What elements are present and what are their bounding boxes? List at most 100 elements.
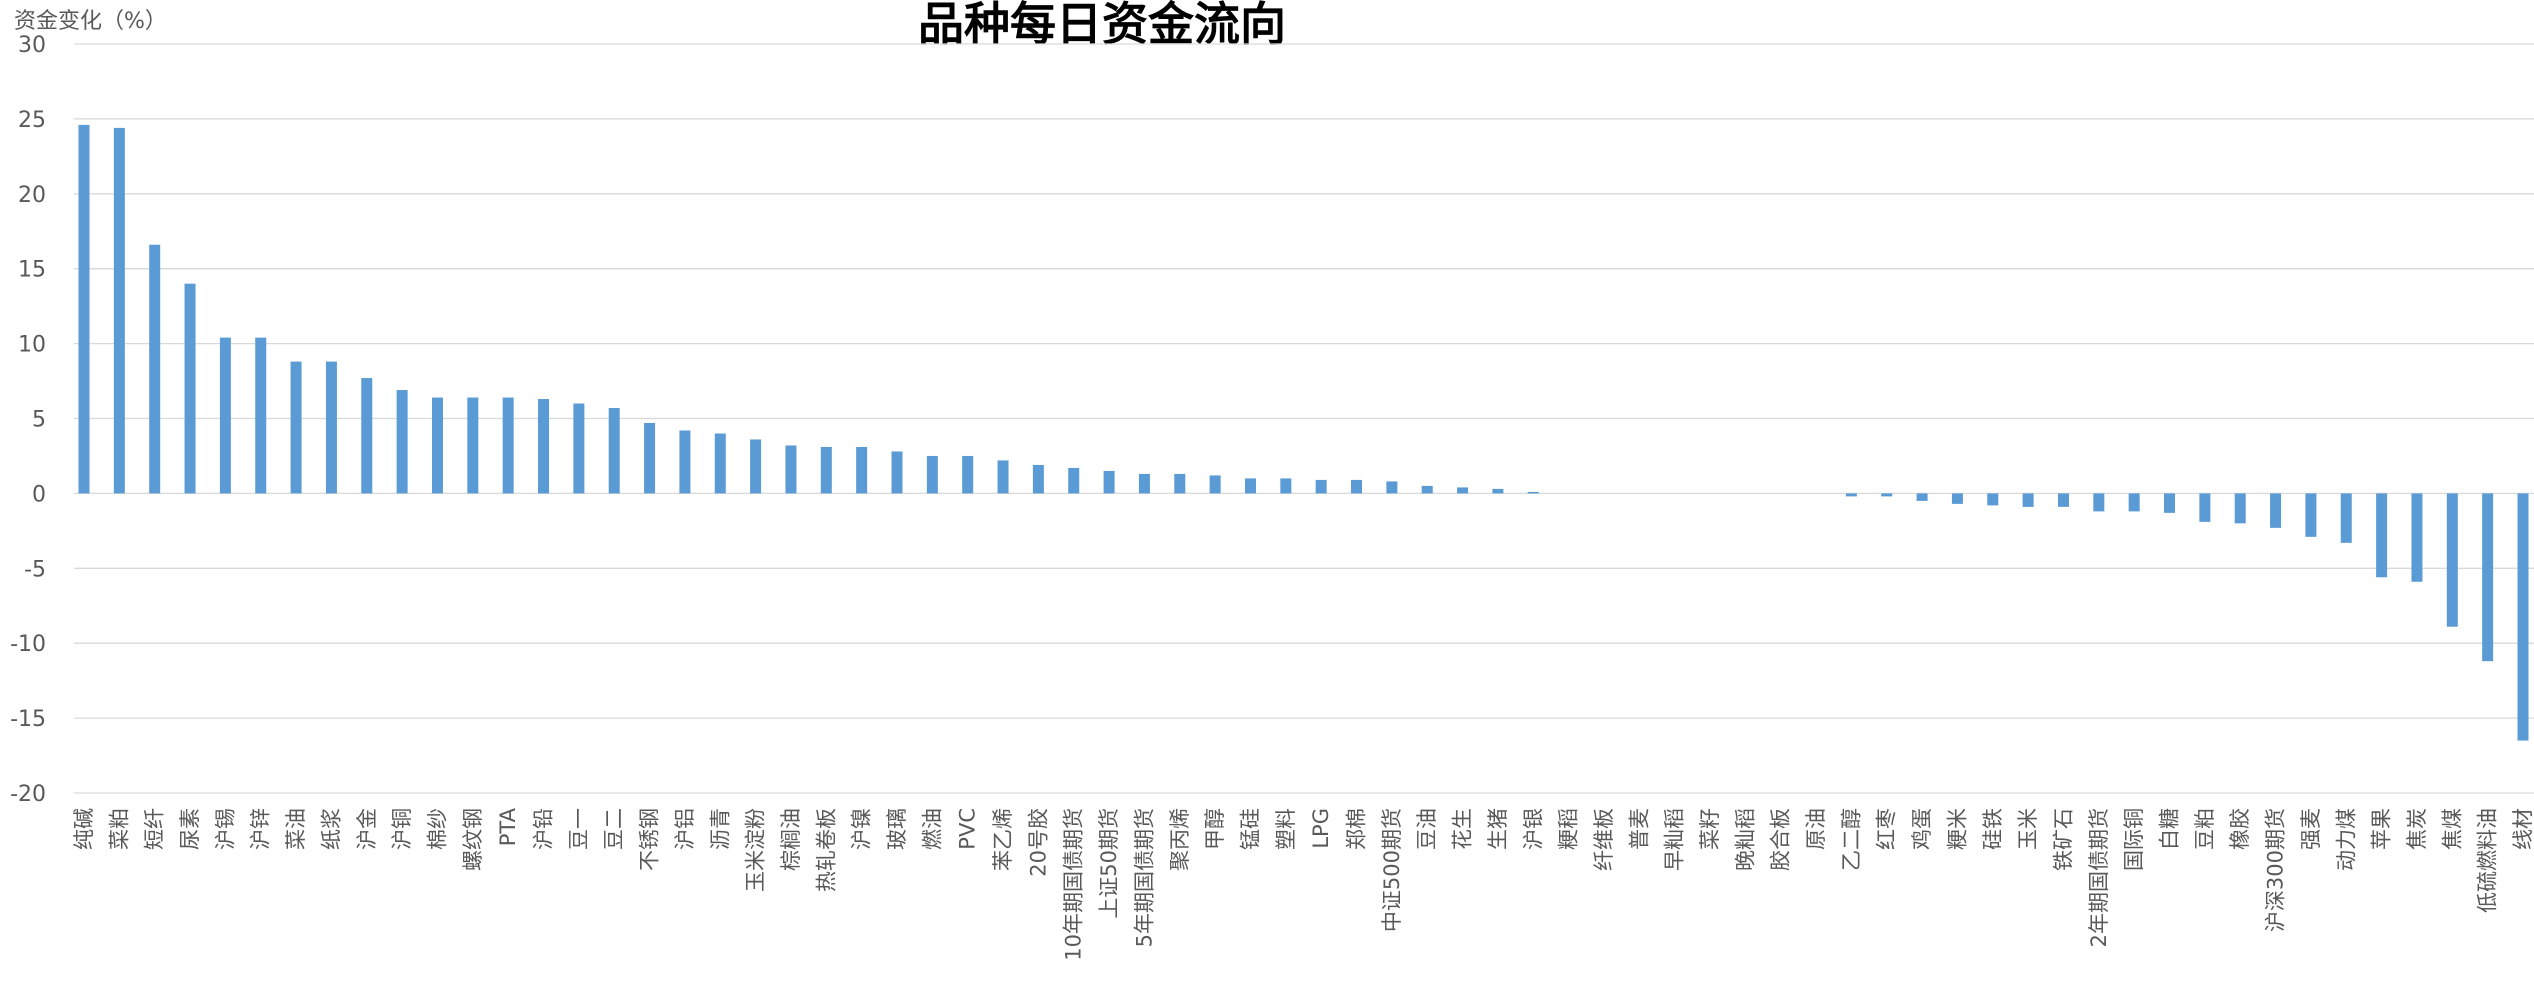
x-tick-label: 沪铝 <box>673 808 697 850</box>
y-tick-label: -20 <box>10 782 46 807</box>
bar <box>1845 493 1857 497</box>
x-tick-label: 豆一 <box>567 808 591 850</box>
x-tick-label: 沪锡 <box>213 808 237 850</box>
x-tick-label: 豆二 <box>602 808 626 850</box>
bar <box>325 361 337 494</box>
y-axis-label: 资金变化（%） <box>14 9 167 34</box>
y-tick-label: 5 <box>32 408 46 433</box>
y-tick-label: 0 <box>32 482 46 507</box>
x-tick-label: 聚丙烯 <box>1168 808 1192 871</box>
x-tick-label: 菜籽 <box>1698 808 1722 850</box>
x-tick-label: 塑料 <box>1274 808 1298 850</box>
bar <box>891 451 903 494</box>
bar <box>502 397 514 494</box>
x-tick-label: 红枣 <box>1875 808 1899 850</box>
x-tick-label: 花生 <box>1451 808 1475 850</box>
bar <box>255 337 267 494</box>
x-tick-label: 生猪 <box>1486 808 1510 850</box>
bar <box>785 445 797 494</box>
x-tick-label: 热轧卷板 <box>814 808 838 892</box>
x-tick-label: 甲醇 <box>1203 808 1227 850</box>
x-tick-label: 菜粕 <box>107 808 131 850</box>
bar <box>2128 493 2140 512</box>
x-tick-label: 郑棉 <box>1345 808 1369 850</box>
x-tick-label: 燃油 <box>920 808 944 850</box>
bar <box>431 397 443 494</box>
bar <box>538 399 550 494</box>
x-tick-label: 豆粕 <box>2193 808 2217 850</box>
bar <box>1492 488 1504 494</box>
x-tick-label: 早籼稻 <box>1663 808 1687 871</box>
x-tick-label: 焦煤 <box>2440 808 2464 850</box>
bar <box>184 283 196 494</box>
bar <box>573 403 585 494</box>
x-tick-label: 纸浆 <box>319 808 343 850</box>
x-tick-label: 铁矿石 <box>2051 808 2075 871</box>
bar <box>2199 493 2211 522</box>
x-tick-label: 沥青 <box>708 808 732 850</box>
bars <box>78 124 2529 741</box>
x-tick-label: 线材 <box>2511 808 2534 850</box>
bar <box>1527 491 1539 494</box>
x-tick-label: 短纤 <box>143 808 167 850</box>
x-tick-label: 苹果 <box>2370 808 2394 850</box>
x-tick-label: 动力煤 <box>2334 808 2358 871</box>
bar <box>1951 493 1963 504</box>
bar <box>149 244 161 494</box>
x-tick-label: 沪金 <box>355 808 379 850</box>
x-tick-label: 玉米淀粉 <box>744 808 768 892</box>
bar <box>361 378 373 494</box>
x-tick-label: 纤维板 <box>1592 808 1616 871</box>
x-tick-label: 10年期国债期货 <box>1062 808 1086 961</box>
bar <box>1103 470 1115 494</box>
x-tick-label: 胶合板 <box>1769 808 1793 871</box>
bar <box>2376 493 2388 578</box>
bar <box>1174 473 1186 494</box>
bar <box>820 446 832 494</box>
bar <box>1351 479 1363 494</box>
x-tick-label: 玉米 <box>2016 808 2040 850</box>
x-tick-label: 上证50期货 <box>1097 808 1121 919</box>
x-tick-label: 白糖 <box>2158 808 2182 850</box>
bar <box>2057 493 2069 507</box>
x-tick-label: 棕榈油 <box>779 808 803 871</box>
bar <box>608 408 620 494</box>
gridlines <box>74 43 2534 794</box>
x-tick-label: 乙二醇 <box>1839 808 1863 871</box>
x-tick-label: 硅铁 <box>1981 808 2005 850</box>
bar <box>2022 493 2034 507</box>
bar <box>1916 493 1928 501</box>
x-tick-label: 沪镍 <box>850 808 874 850</box>
x-tick-label: 沪锌 <box>249 808 273 850</box>
x-tick-label: 尿素 <box>178 808 202 850</box>
bar <box>1457 487 1469 494</box>
bar <box>2517 493 2529 741</box>
bar <box>1386 481 1398 494</box>
bar <box>962 455 974 494</box>
bar <box>997 460 1009 494</box>
bar <box>750 439 762 494</box>
x-tick-label: 豆油 <box>1415 808 1439 850</box>
x-tick-label: 中证500期货 <box>1380 808 1404 932</box>
bar <box>2446 493 2458 627</box>
bar <box>2270 493 2282 528</box>
bar <box>2482 493 2494 662</box>
x-tick-labels: 纯碱 菜粕 短纤 尿素 沪锡 沪锌 菜油 纸浆 沪金 沪铜 棉纱 螺纹钢 PTA 沪铅 豆一 豆二 不锈钢 沪铝沥… <box>72 807 2534 960</box>
bar <box>467 397 479 494</box>
x-tick-label: 菜油 <box>284 808 308 850</box>
bar <box>644 422 656 494</box>
x-tick-label: 原油 <box>1804 808 1828 850</box>
x-tick-label: 橡胶 <box>2228 808 2252 850</box>
bar <box>2340 493 2352 543</box>
bar <box>2411 493 2423 582</box>
x-tick-label: 沪铜 <box>390 808 414 850</box>
x-tick-label: PVC <box>956 808 980 850</box>
bar <box>290 361 302 494</box>
x-tick-label: 粳稻 <box>1557 808 1581 850</box>
y-tick-label: 10 <box>18 333 46 358</box>
x-tick-label: 2年期国债期货 <box>2087 808 2111 947</box>
bar <box>219 337 231 494</box>
bar <box>1244 478 1256 494</box>
bar <box>856 446 868 494</box>
